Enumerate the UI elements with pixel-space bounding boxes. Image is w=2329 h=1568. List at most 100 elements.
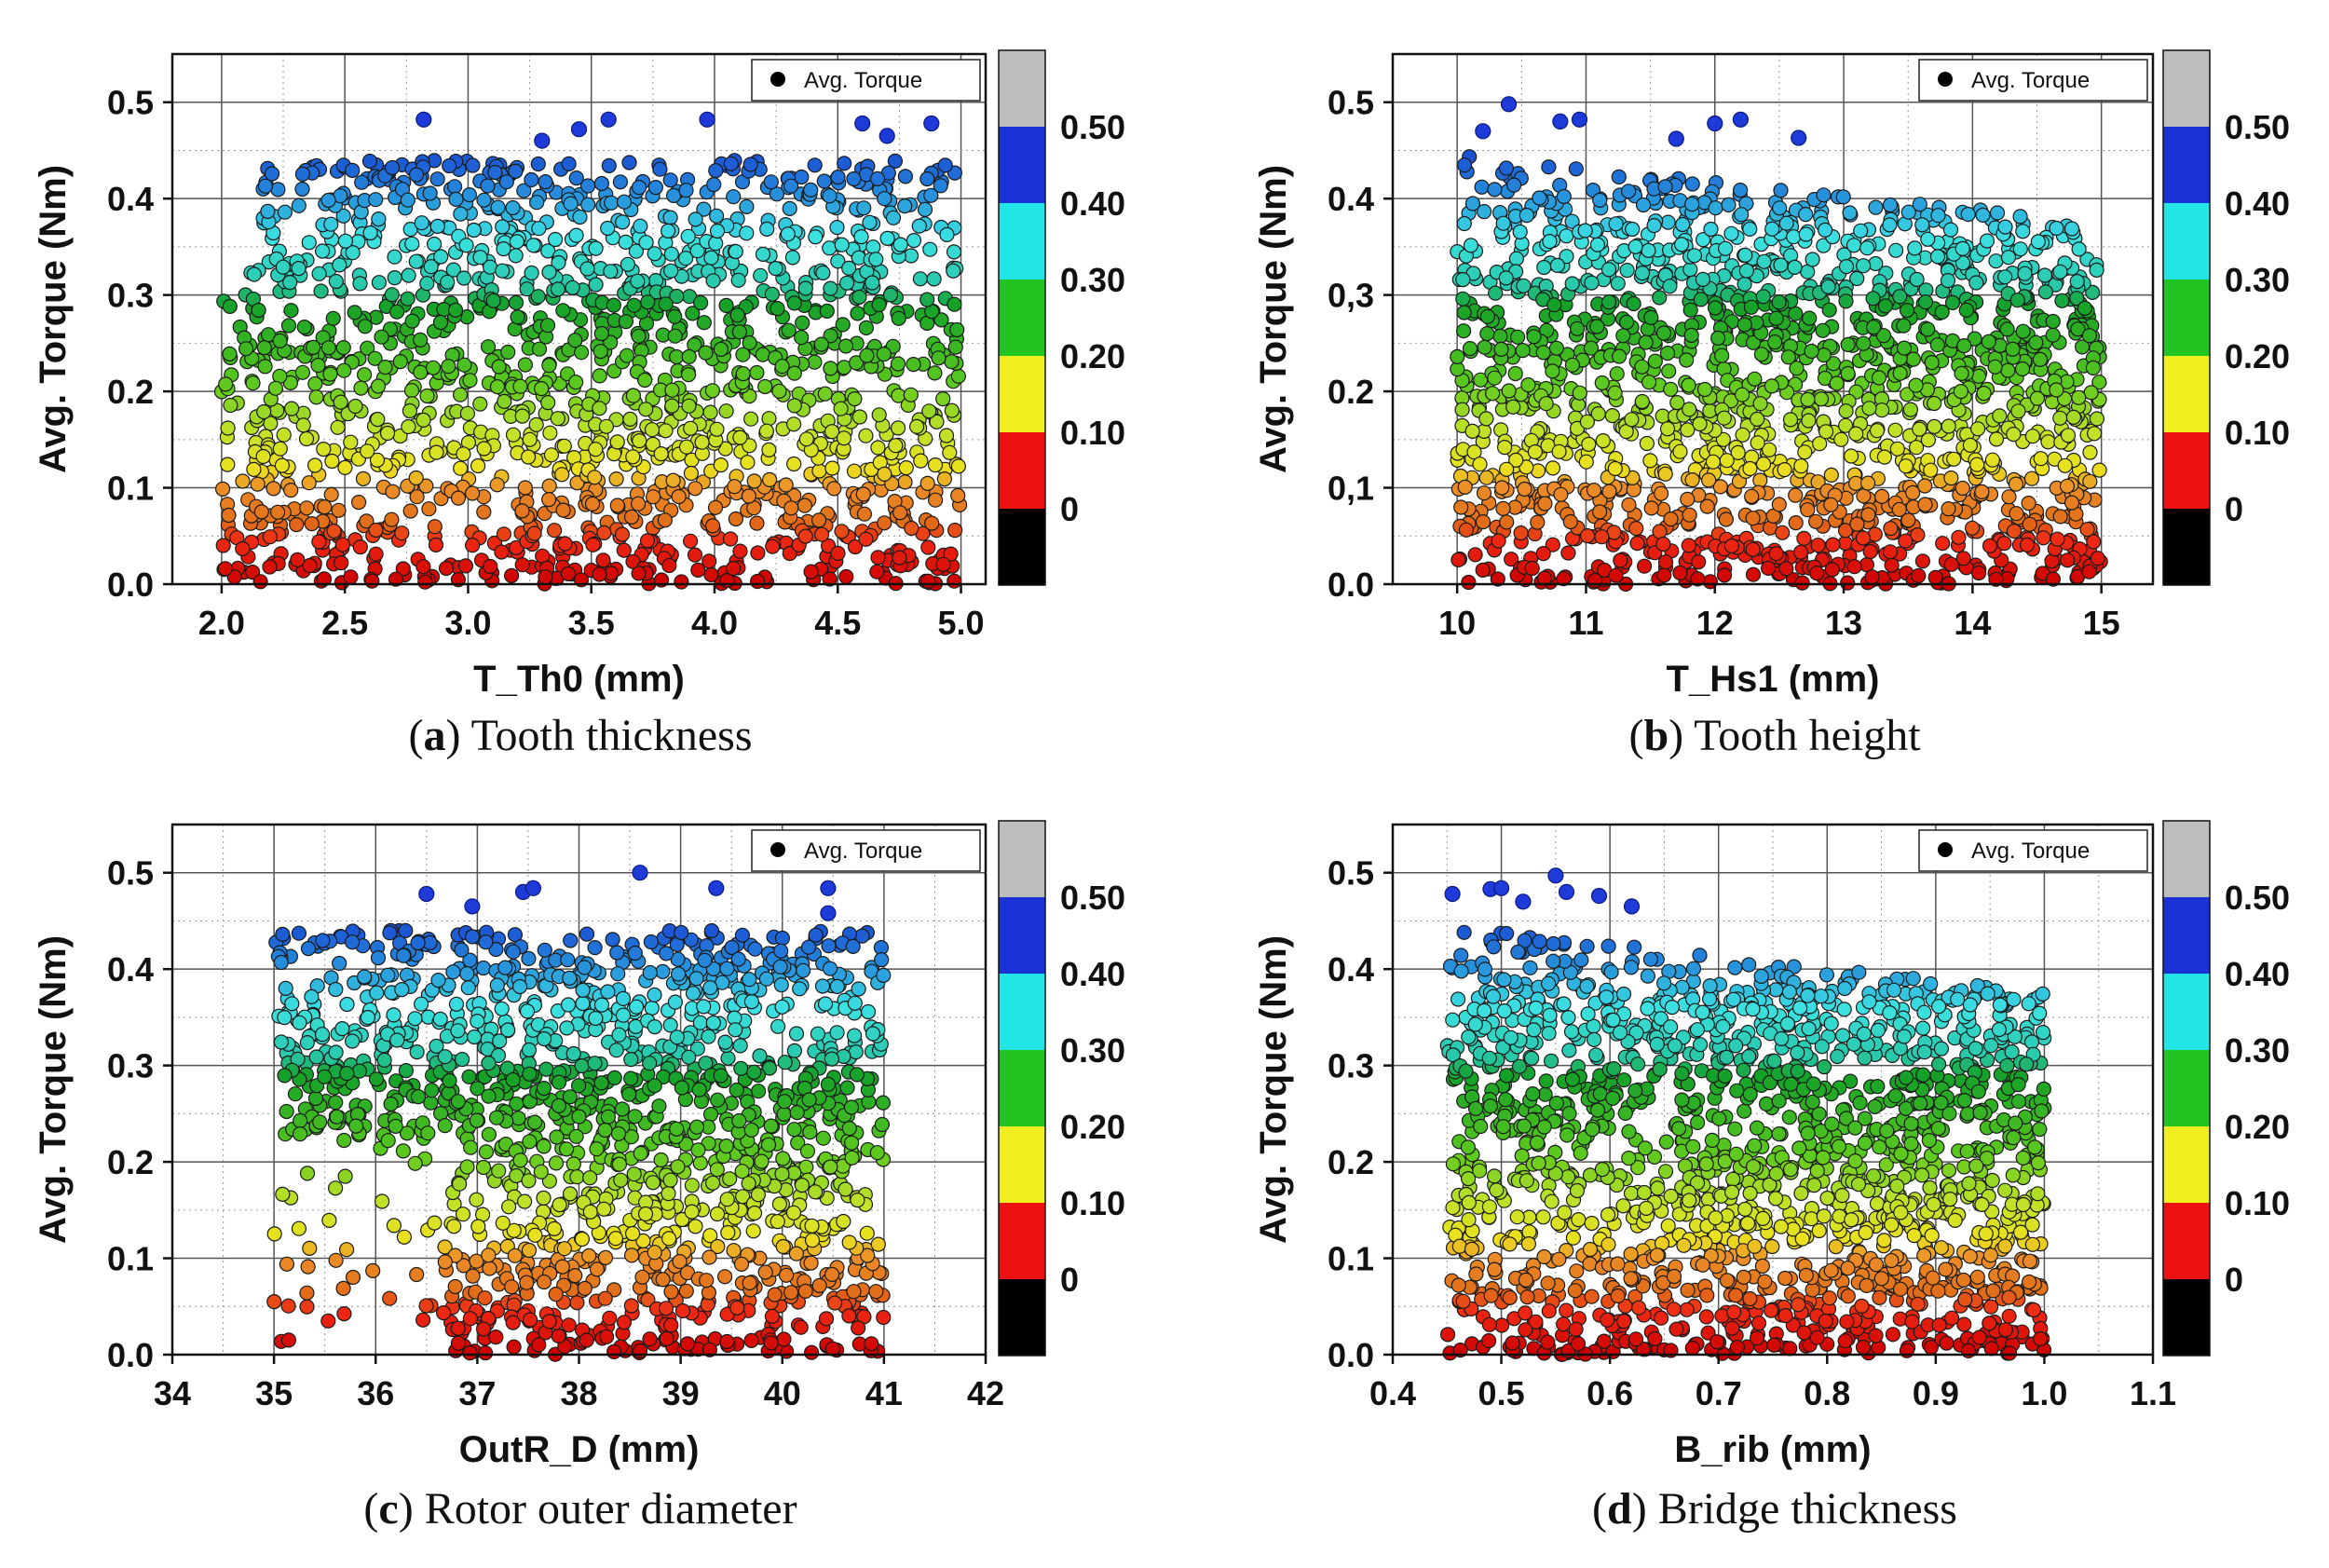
data-point	[512, 1152, 528, 1168]
data-point	[1628, 239, 1643, 254]
data-point	[336, 1305, 352, 1322]
data-point	[753, 267, 769, 283]
data-point	[461, 1069, 477, 1084]
data-point	[667, 308, 683, 324]
data-point	[669, 348, 685, 365]
data-point-highlight	[699, 111, 715, 128]
data-point	[777, 1094, 793, 1110]
data-point	[503, 567, 520, 584]
data-point	[709, 1162, 725, 1178]
data-point	[481, 1055, 497, 1071]
data-point	[1477, 339, 1492, 355]
data-point	[1997, 219, 2013, 235]
data-point	[746, 1064, 762, 1080]
data-point	[575, 995, 591, 1012]
data-point	[1636, 558, 1653, 574]
data-point	[667, 328, 683, 344]
data-point	[1954, 240, 1970, 256]
data-point	[546, 1220, 563, 1237]
data-point	[301, 235, 317, 251]
colorbar-label: 0	[1060, 490, 1079, 528]
data-point	[246, 461, 262, 477]
y-tick-label: 0.1	[107, 470, 154, 508]
data-point	[870, 550, 886, 566]
data-point	[459, 1159, 475, 1175]
data-point	[746, 473, 762, 489]
data-point	[1453, 499, 1469, 515]
data-point	[556, 1241, 573, 1257]
data-point	[1655, 325, 1672, 341]
data-point	[749, 364, 765, 381]
data-point-highlight	[923, 115, 940, 132]
data-point	[526, 1114, 543, 1130]
data-point	[551, 1328, 566, 1344]
data-point	[1744, 488, 1760, 504]
data-point	[722, 1171, 738, 1187]
data-point	[926, 271, 942, 287]
x-tick-label: 14	[1954, 604, 1991, 642]
data-point	[786, 1122, 802, 1138]
data-point	[815, 265, 831, 280]
data-point	[1745, 566, 1762, 582]
data-point	[1920, 231, 1936, 247]
data-point	[331, 502, 347, 518]
data-point	[661, 1231, 677, 1247]
data-point	[936, 470, 953, 487]
data-point	[571, 1109, 587, 1125]
data-point	[730, 951, 746, 967]
data-point	[2086, 534, 2102, 550]
data-point	[772, 959, 788, 975]
data-point	[429, 444, 444, 460]
data-point	[803, 182, 819, 198]
data-point	[549, 1129, 565, 1145]
data-point	[275, 926, 291, 943]
data-point	[838, 1181, 853, 1197]
data-point	[394, 981, 410, 998]
data-point	[1487, 370, 1503, 386]
data-point	[770, 1213, 785, 1230]
data-point	[621, 1086, 637, 1102]
data-point	[741, 1176, 756, 1192]
data-point	[703, 250, 719, 266]
data-point	[1584, 275, 1600, 291]
data-point	[1723, 538, 1740, 554]
data-point	[495, 263, 511, 279]
data-point	[2006, 427, 2022, 443]
y-tick-label: 0.2	[1328, 373, 1374, 411]
data-point	[402, 503, 418, 519]
data-point	[351, 1063, 367, 1079]
x-tick-label: 3.5	[568, 604, 615, 642]
data-point	[1613, 552, 1628, 568]
data-point	[273, 1034, 289, 1050]
data-point	[838, 338, 854, 354]
data-point	[494, 544, 510, 560]
data-point	[920, 539, 936, 555]
data-point	[1501, 383, 1517, 399]
data-point	[919, 170, 935, 187]
data-point	[1545, 460, 1561, 476]
colorbar-label: 0	[2225, 490, 2243, 528]
data-point	[1920, 321, 1936, 337]
data-point	[235, 473, 251, 489]
data-point	[218, 376, 234, 392]
data-point	[725, 560, 742, 577]
data-point	[457, 558, 473, 574]
data-point	[667, 994, 684, 1010]
data-point	[326, 523, 342, 539]
data-point	[890, 420, 906, 436]
data-point	[681, 348, 697, 364]
data-point	[552, 1196, 567, 1213]
data-point-highlight	[878, 128, 895, 144]
data-point	[794, 1177, 810, 1193]
data-point	[459, 405, 475, 421]
data-point	[1634, 359, 1650, 375]
data-point	[495, 219, 511, 235]
data-point	[1601, 484, 1617, 499]
data-point	[1700, 472, 1717, 488]
data-point	[520, 449, 537, 465]
data-point	[1556, 188, 1572, 205]
data-point	[631, 328, 647, 344]
data-point	[720, 1224, 736, 1241]
x-tick-label: 10	[1438, 604, 1476, 642]
data-point	[836, 1213, 851, 1230]
